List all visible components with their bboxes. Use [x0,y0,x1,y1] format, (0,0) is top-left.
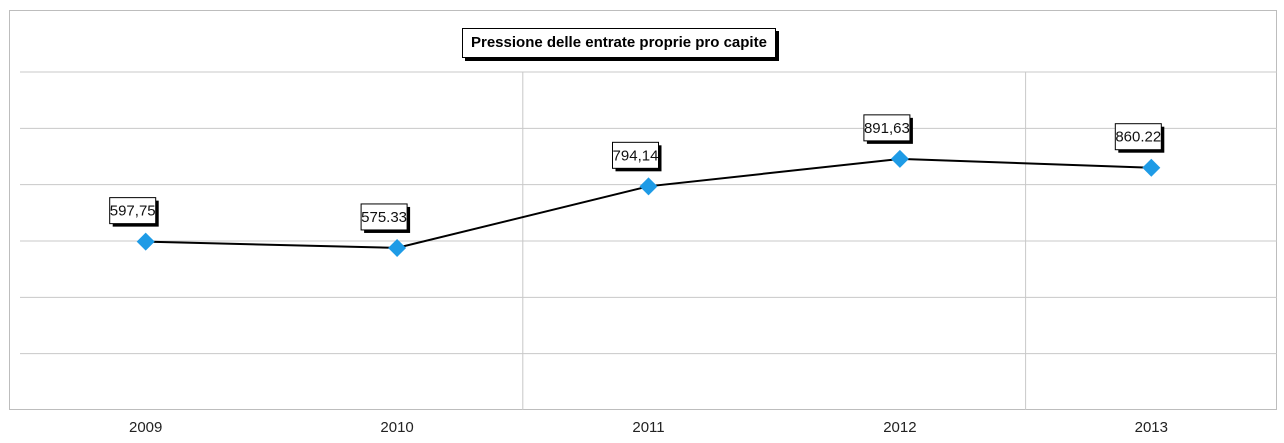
data-point-marker [1142,158,1161,177]
data-label: 575.33 [360,203,411,233]
data-label-text: 575.33 [361,209,407,226]
data-label-layer: 597,75 575.33 794,14 891,63 860.22 [109,114,1165,233]
x-tick-label: 2012 [883,419,916,436]
data-point-marker [136,232,155,251]
data-label: 891,63 [863,114,913,144]
series-line [145,157,1152,249]
chart-title: Pressione delle entrate proprie pro capi… [462,28,776,58]
x-tick-label: 2009 [129,419,162,436]
data-label-text: 794,14 [613,147,659,164]
x-tick-label: 2013 [1135,419,1168,436]
data-label: 860.22 [1114,123,1165,153]
data-point-marker [890,149,909,168]
data-label: 794,14 [612,141,662,172]
chart-frame [9,10,1277,410]
series-line-layer [145,157,1152,249]
data-label-text: 860.22 [1115,129,1161,146]
data-label-box [863,114,911,142]
grid-lines [20,71,1277,410]
data-label: 597,75 [109,197,159,227]
data-label-text: 891,63 [864,120,910,137]
marker-layer [136,149,1161,257]
data-point-marker [639,177,658,196]
data-label-box [109,197,157,225]
data-label-box [1114,123,1162,151]
x-axis-ticks: 2009 2010 2011 2012 2013 [129,419,1168,436]
data-label-box [360,203,408,231]
data-label-box [612,141,659,169]
data-point-marker [388,238,407,257]
data-label-text: 597,75 [110,203,156,220]
x-tick-label: 2010 [380,419,413,436]
x-tick-label: 2011 [632,419,664,436]
